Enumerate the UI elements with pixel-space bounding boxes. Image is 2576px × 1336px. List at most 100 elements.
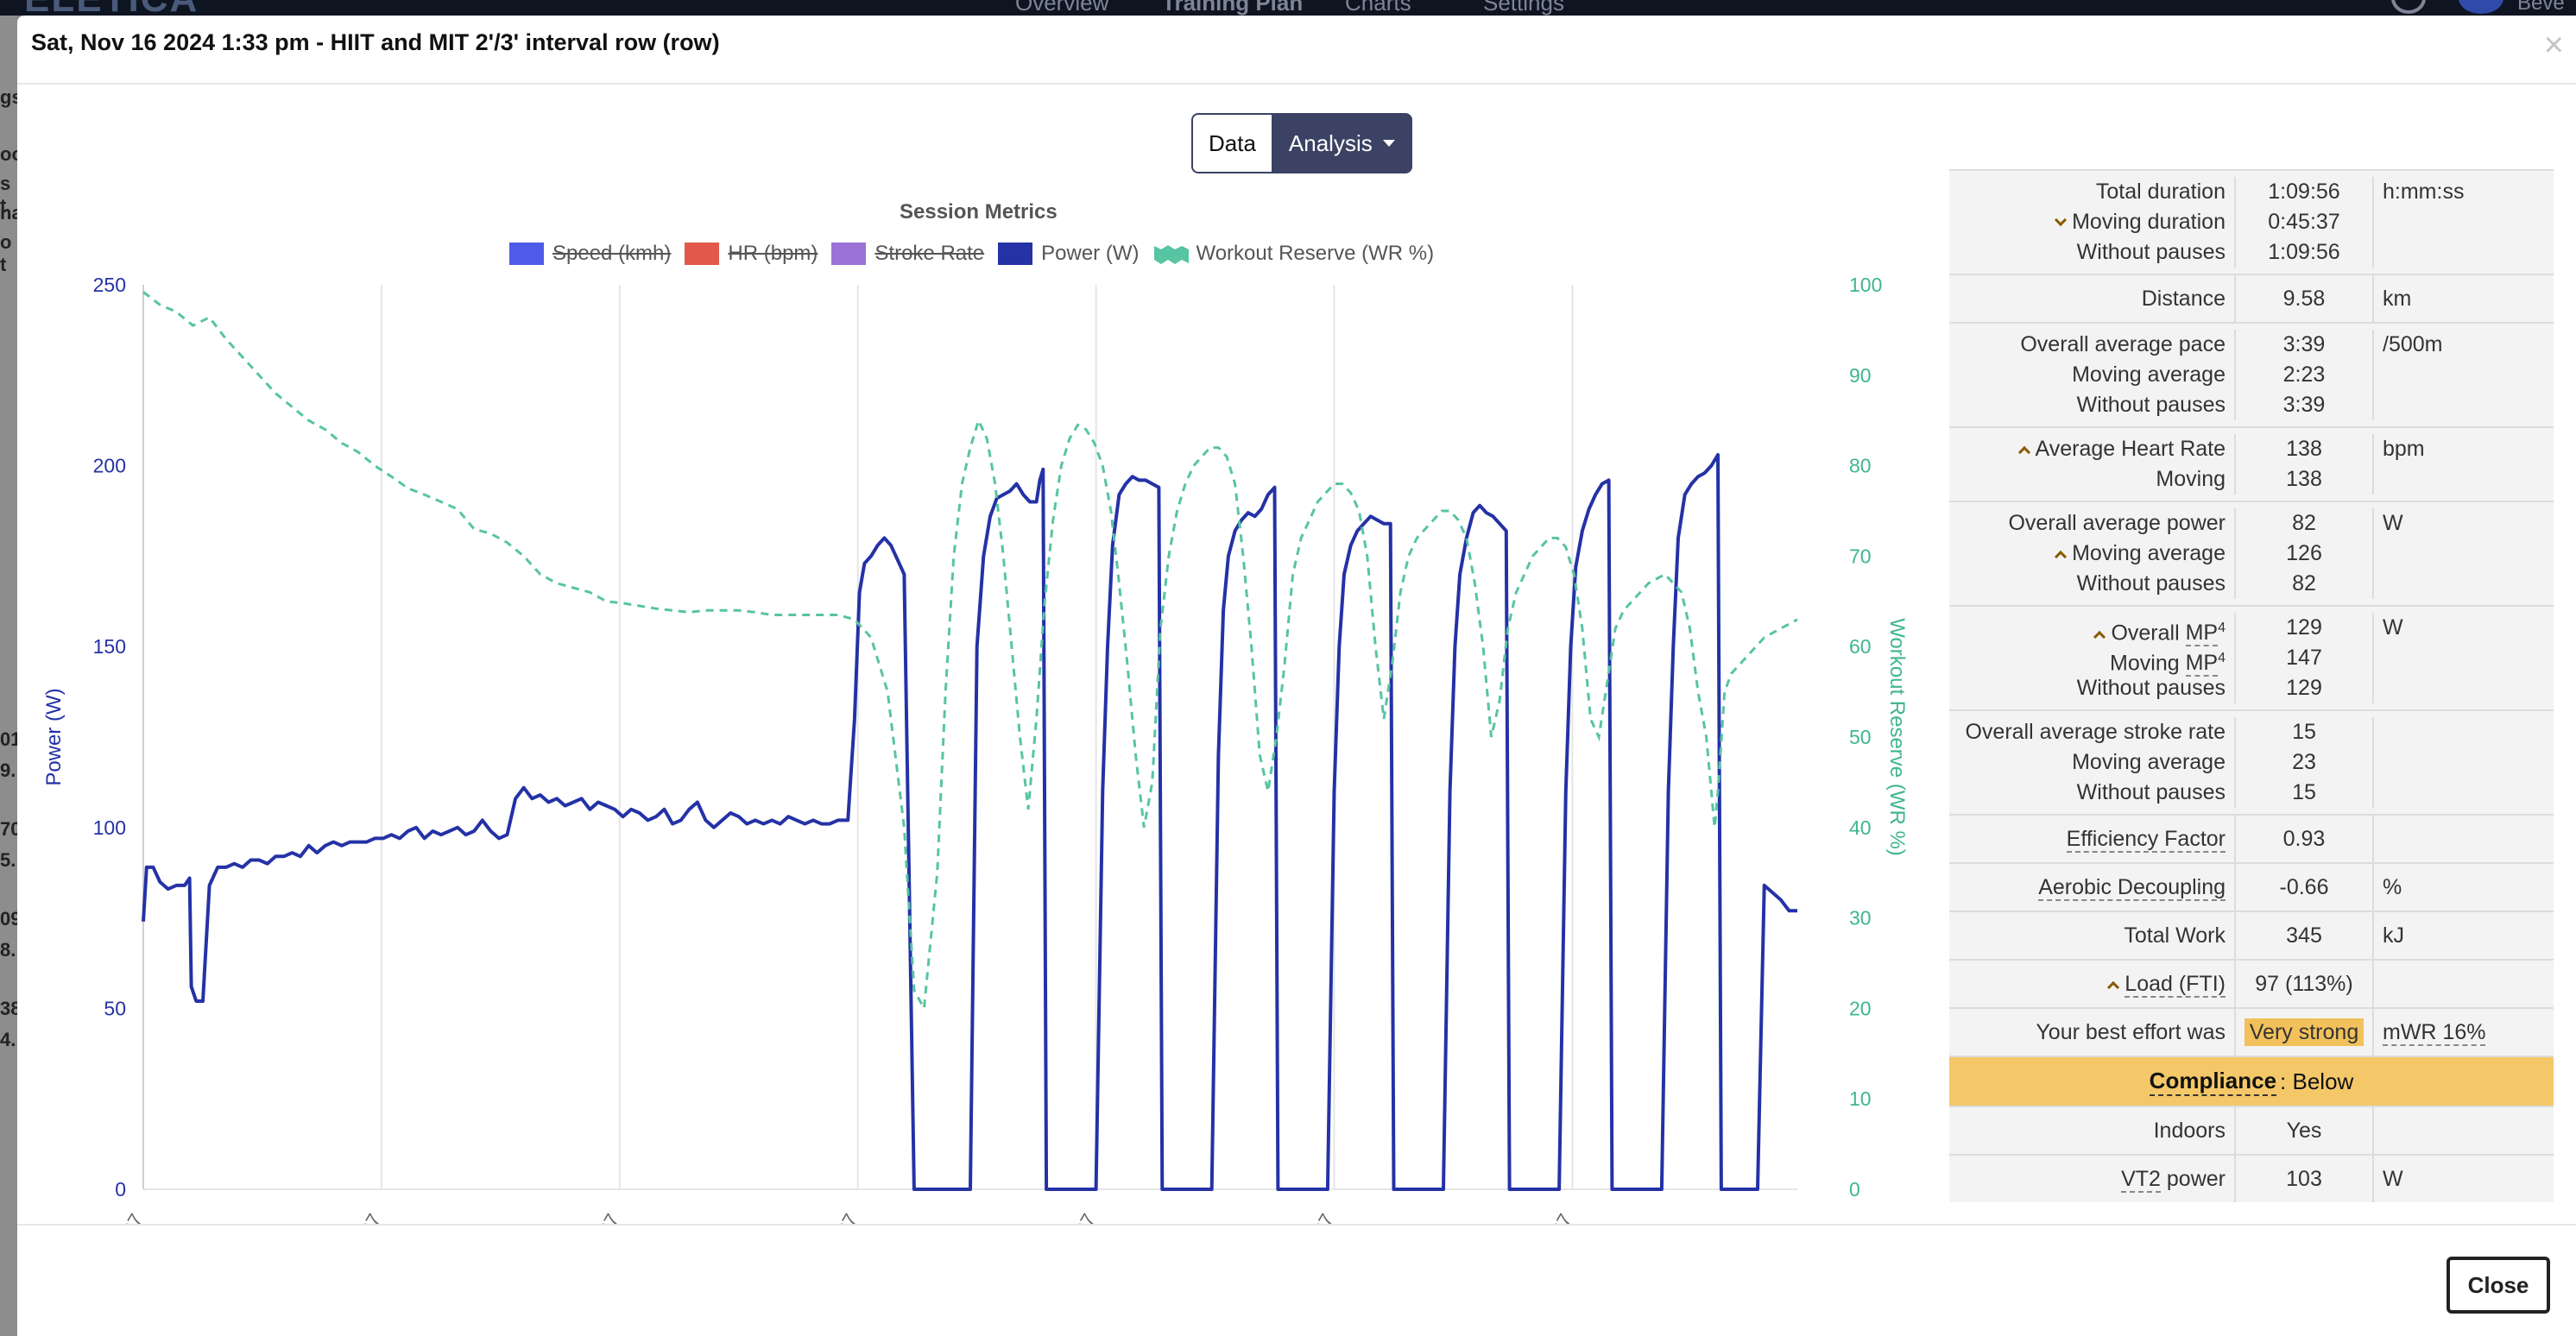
y-right-tick-label: 30 (1849, 907, 1872, 930)
mp-term[interactable]: MP (2185, 621, 2219, 647)
stats-label-cell: Indoors (1949, 1107, 2234, 1154)
stats-unit-cell: bpm (2374, 434, 2554, 495)
stats-value-text: 129 (2286, 676, 2322, 700)
stats-label-text: Without pauses (2076, 676, 2226, 700)
legend-swatch (685, 243, 720, 265)
x-tick-label: 37 (1309, 1210, 1338, 1224)
x-tick-label: 37 (1070, 1210, 1100, 1224)
stats-label-text: Without pauses (2076, 780, 2226, 804)
stats-unit-cell (2374, 961, 2554, 1007)
stats-unit: W (2383, 508, 2554, 539)
stats-label-cell: Overall MP4 Moving MP4 Without pauses (1949, 613, 2234, 703)
stats-unit-cell: W (2374, 1156, 2554, 1202)
compliance-row: Compliance: Below (1949, 1056, 2554, 1106)
background-user: Beve (2517, 0, 2565, 15)
stats-label-text[interactable]: Aerobic Decoupling (2038, 875, 2226, 901)
stats-label: Moving average (1949, 539, 2226, 569)
stats-value: 147 (2236, 643, 2372, 673)
stats-unit-text: h:mm:ss (2383, 180, 2465, 204)
y-left-tick-label: 200 (93, 455, 126, 477)
stats-label-text: Moving average (2072, 541, 2226, 565)
stats-row: Indoors Yes (1949, 1106, 2554, 1154)
legend-item[interactable]: Stroke Rate (831, 242, 984, 266)
chevron-down-icon[interactable] (2055, 214, 2068, 227)
stats-value: -0.66 (2236, 864, 2372, 911)
stats-value-cell: 0.93 (2234, 816, 2374, 862)
background-nav-charts: Charts (1345, 0, 1411, 16)
stats-unit: W (2383, 613, 2554, 643)
stats-value-text: 1:09:56 (2268, 240, 2340, 264)
stats-value-text: 0:45:37 (2268, 210, 2340, 234)
mp-superscript: 4 (2218, 621, 2226, 635)
stats-unit: /500m (2383, 330, 2554, 360)
stats-unit-cell: % (2374, 864, 2554, 911)
caret-down-icon (1382, 140, 1395, 147)
stats-unit-text: W (2383, 511, 2403, 535)
stats-label: Efficiency Factor (1949, 816, 2226, 862)
background-left-column: gs oo s t na o t 01 9. 70 5. 09 8. 38 4. (0, 16, 23, 1336)
stats-label: Overall average stroke rate (1949, 717, 2226, 747)
modal-header: Sat, Nov 16 2024 1:33 pm - HIIT and MIT … (17, 16, 2576, 85)
stats-label-text: Without pauses (2076, 240, 2226, 264)
y-right-tick-label: 10 (1849, 1087, 1872, 1110)
stats-value-cell: -0.66 (2234, 864, 2374, 911)
chevron-up-icon[interactable] (2055, 551, 2068, 564)
legend-swatch (998, 243, 1033, 265)
chevron-up-icon[interactable] (2017, 446, 2030, 459)
vt2-term[interactable]: VT2 (2121, 1167, 2161, 1193)
session-stats-table: Total duration Moving duration Without pau… (1949, 169, 2554, 1202)
stats-unit: % (2383, 864, 2554, 911)
background-fragment: 8. (0, 939, 16, 961)
stats-label-text[interactable]: Efficiency Factor (2066, 827, 2226, 853)
stats-row: Overall average pace Moving average Withou… (1949, 322, 2554, 426)
stats-label: Aerobic Decoupling (1949, 864, 2226, 911)
analysis-dropdown-button[interactable]: Analysis (1271, 113, 1412, 173)
stats-value-cell: 1:09:56 0:45:37 1:09:56 (2234, 177, 2374, 268)
close-icon[interactable]: × (2543, 26, 2564, 64)
stats-label: Your best effort was (1949, 1009, 2226, 1056)
stats-label-text: Average Heart Rate (2035, 437, 2226, 461)
chevron-up-icon[interactable] (2107, 981, 2120, 994)
mp-term[interactable]: MP (2185, 651, 2219, 677)
legend-label: Speed (kmh) (552, 242, 672, 265)
legend-swatch (509, 243, 544, 265)
stats-unit-text[interactable]: mWR 16% (2383, 1020, 2486, 1046)
stats-row: Overall average power Moving average Witho… (1949, 501, 2554, 605)
stats-value-cell: 9.58 (2234, 275, 2374, 322)
x-tick-label: 37 (1547, 1210, 1576, 1224)
stats-label: Overall MP4 (1949, 613, 2226, 647)
stats-label: Without pauses (1949, 778, 2226, 808)
session-modal: Sat, Nov 16 2024 1:33 pm - HIIT and MIT … (17, 16, 2576, 1336)
stats-value-text: 0.93 (2282, 827, 2326, 851)
analysis-label: Analysis (1288, 129, 1373, 156)
session-metrics-chart[interactable]: 3737373737373725020015010050010090807060… (17, 180, 1942, 1224)
stats-value-text: 3:39 (2282, 332, 2326, 356)
chevron-up-icon[interactable] (2093, 630, 2106, 643)
legend-item[interactable]: Workout Reserve (WR %) (1152, 242, 1434, 266)
stats-unit: mWR 16% (2383, 1009, 2554, 1056)
stats-value-text: Yes (2286, 1119, 2322, 1143)
modal-title: Sat, Nov 16 2024 1:33 pm - HIIT and MIT … (31, 29, 720, 55)
stats-label: Without pauses (1949, 237, 2226, 268)
data-tab-button[interactable]: Data (1191, 113, 1272, 173)
stats-label: Total Work (1949, 912, 2226, 959)
stats-label-text[interactable]: Load (FTI) (2125, 972, 2226, 998)
stats-value: 126 (2236, 539, 2372, 569)
y-right-tick-label: 70 (1849, 545, 1872, 567)
stats-label-cell: Aerobic Decoupling (1949, 864, 2234, 911)
stats-value: 3:39 (2236, 330, 2372, 360)
legend-item[interactable]: Speed (kmh) (509, 242, 671, 266)
legend-item[interactable]: Power (W) (998, 242, 1139, 266)
stats-unit-cell (2374, 717, 2554, 808)
close-button[interactable]: Close (2447, 1257, 2550, 1314)
stats-value: 2:23 (2236, 360, 2372, 390)
stats-label: Without pauses (1949, 390, 2226, 420)
legend-item[interactable]: HR (bpm) (685, 242, 818, 266)
x-tick-label: 37 (594, 1210, 623, 1224)
stats-unit (2383, 1107, 2554, 1154)
compliance-label[interactable]: Compliance (2149, 1068, 2277, 1096)
stats-value-cell: 15 23 15 (2234, 717, 2374, 808)
stats-row: Average Heart Rate Moving 138 138 bpm (1949, 426, 2554, 501)
stats-value-text: 15 (2292, 780, 2316, 804)
stats-label-cell: Your best effort was (1949, 1009, 2234, 1056)
